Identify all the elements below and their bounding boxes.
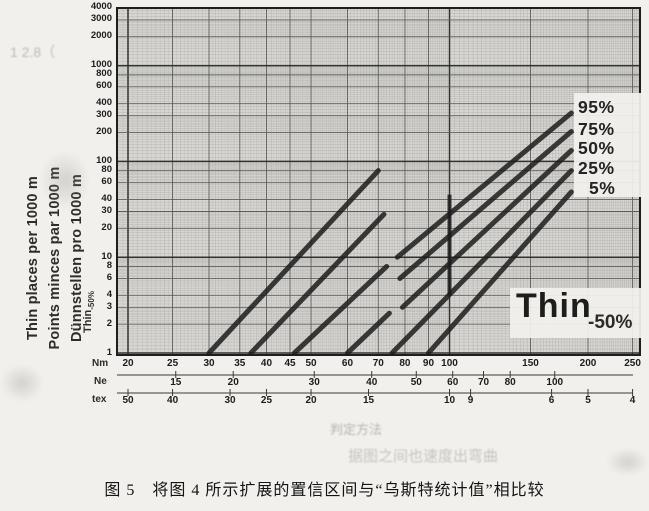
- x-axis-nm-tick-label: 25: [167, 358, 179, 369]
- x-axis-nm-tick-label: 20: [122, 358, 134, 369]
- x-axis-ne-tick-label: 70: [477, 377, 490, 388]
- y-axis-tick-label: 10: [101, 250, 112, 262]
- bleedthrough-text-top: 1 2.8（: [10, 44, 56, 60]
- series-uster-50: [399, 147, 574, 310]
- y-axis-tick-label: 200: [96, 126, 112, 138]
- y-axis-tick-label: 1: [106, 346, 112, 358]
- curve-label-uster-50: 50%: [578, 138, 615, 158]
- percent-label-patch: [574, 93, 642, 197]
- series-uster-95: [394, 110, 574, 260]
- x-axis-nm-tick-label: 30: [203, 358, 215, 369]
- bleedthrough-text-1: 判定方法: [330, 422, 383, 437]
- x-axis-nm-tick-label: 150: [522, 358, 539, 369]
- y-axis-tick-label: 8: [106, 259, 112, 271]
- series-confidence-line-1: [206, 168, 381, 356]
- x-axis-nm-tick-label: 100: [441, 358, 458, 369]
- bleedthrough-smudge: [606, 448, 649, 476]
- x-axis-nm-tick-label: 250: [624, 358, 641, 369]
- y-axis-tick-label: 3000: [90, 13, 112, 25]
- curve-label-uster-5: 5%: [589, 178, 616, 198]
- y-axis-tick-label: 300: [96, 109, 112, 121]
- y-axis-tick-label: 6: [106, 271, 112, 283]
- x-axis-ne-tick-label: 80: [504, 377, 516, 388]
- x-axis-header-ne: Ne: [94, 376, 107, 387]
- x-axis-header-nm: Nm: [92, 358, 109, 369]
- y-axis-tick-label: 4: [106, 288, 112, 300]
- y-axis-tick-label: 30: [101, 204, 112, 216]
- y-axis-tick-label: 1000: [90, 59, 112, 71]
- x-axis-tex-tick-label: 9: [467, 395, 474, 406]
- x-axis-tex-tick-label: 15: [362, 395, 375, 406]
- x-axis-nm-tick-label: 80: [399, 358, 411, 369]
- y-axis-tick-label: 3: [106, 300, 112, 312]
- x-axis-nm-tick-label: 35: [234, 358, 246, 369]
- curve-label-uster-25: 25%: [578, 158, 615, 178]
- y-axis-tick-label: 800: [96, 68, 112, 80]
- series-uster-5: [425, 189, 574, 356]
- x-axis-tex-tick-label: 4: [629, 395, 636, 406]
- y-axis-tick-label: 20: [101, 221, 112, 233]
- x-axis-nm-tick-label: 200: [579, 358, 597, 369]
- curve-label-uster-75: 75%: [578, 119, 615, 139]
- series-uster-25: [389, 168, 574, 356]
- x-axis-ne-tick-label: 100: [546, 377, 564, 388]
- x-axis-tex-tick-label: 30: [224, 395, 236, 406]
- x-axis-ne-tick-label: 15: [170, 377, 182, 388]
- y-axis-tick-label: 400: [96, 97, 112, 109]
- x-axis-tex-tick-label: 50: [122, 395, 134, 406]
- thin-label-patch: [510, 288, 642, 338]
- y-axis-thin-50-label: Thin-50%: [82, 272, 96, 352]
- x-axis-nm-tick-label: 40: [260, 358, 273, 369]
- bleedthrough-smudge: [0, 364, 44, 402]
- thin-annotation: Thin: [516, 287, 592, 325]
- x-axis-tex-tick-label: 40: [167, 395, 179, 406]
- x-axis-ne-tick-label: 30: [308, 377, 320, 388]
- y-axis-tick-label: 600: [96, 80, 112, 92]
- x-axis-nm-tick-label: 90: [422, 358, 435, 369]
- series-confidence-line-4: [344, 310, 392, 356]
- y-axis-tick-label: 4000: [90, 1, 112, 13]
- x-axis-tex-tick-label: 6: [548, 395, 555, 406]
- thin-small-sub: -50%: [87, 291, 96, 310]
- x-axis-ne-tick-label: 60: [447, 377, 459, 388]
- x-axis-ne-tick-label: 50: [410, 377, 422, 388]
- bleedthrough-smudge: [40, 150, 90, 210]
- series-uster-75: [397, 129, 574, 281]
- y-axis-tick-label: 80: [101, 164, 112, 176]
- x-axis-ne-tick-label: 20: [227, 377, 239, 388]
- series-confidence-line-2: [248, 211, 387, 356]
- x-axis-nm-tick-label: 45: [284, 358, 296, 369]
- series-confidence-line-3: [291, 263, 390, 356]
- curve-label-uster-95: 95%: [578, 97, 615, 117]
- x-axis-header-tex: tex: [92, 394, 107, 405]
- x-axis-ne-tick-label: 40: [366, 377, 378, 388]
- y-axis-tick-label: 2: [106, 317, 112, 329]
- bleedthrough-text-2: 据图之间也速度出弯曲: [348, 448, 499, 465]
- x-axis-nm-tick-label: 60: [341, 358, 354, 369]
- y-axis-tick-label: 40: [101, 193, 112, 205]
- x-axis-tex-tick-label: 5: [585, 395, 591, 406]
- x-axis-tex-tick-label: 10: [443, 395, 456, 406]
- x-axis-tex-tick-label: 20: [305, 395, 317, 406]
- y-axis-tick-label: 2000: [90, 30, 112, 42]
- x-axis-tex-tick-label: 25: [260, 395, 273, 406]
- thin-small-text: Thin: [82, 309, 94, 333]
- x-axis-nm-tick-label: 50: [305, 358, 317, 369]
- y-axis-tick-label: 100: [96, 154, 112, 166]
- figure-caption: 图 5 将图 4 所示扩展的置信区间与“乌斯特统计值”相比较: [104, 482, 545, 499]
- x-axis-nm-tick-label: 70: [372, 358, 384, 369]
- y-axis-tick-label: 60: [101, 176, 112, 188]
- thin-annotation-sub: -50%: [588, 312, 633, 333]
